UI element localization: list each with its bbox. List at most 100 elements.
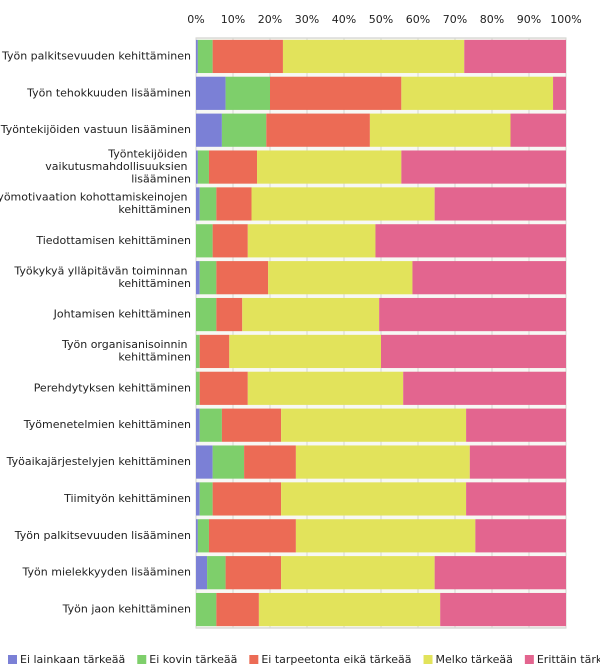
bar-segment [295, 519, 476, 553]
bar-segment [196, 39, 198, 74]
bar-segment [375, 224, 566, 258]
bar-segment [553, 76, 566, 110]
bar-segment [216, 592, 259, 627]
bar-segment [196, 519, 198, 553]
bar-segment [196, 408, 200, 442]
bar-segment [196, 76, 226, 110]
bar-segment [257, 150, 402, 184]
bar-segment [403, 371, 566, 405]
bar-segment [199, 261, 217, 295]
bar-segment [281, 556, 435, 590]
bar-segment [369, 113, 511, 147]
y-tick-label: Työmotivaation kohottamiskeinojen kehitt… [0, 191, 191, 217]
bar-segment [475, 519, 566, 553]
x-tick-label: 60% [406, 13, 430, 26]
bar-segment [196, 556, 208, 590]
y-tick-label: Työn mielekkyyden lisääminen [22, 566, 191, 579]
bar-segment [196, 297, 217, 332]
bar-segment [199, 371, 248, 405]
bar-segment [212, 445, 245, 479]
bar-segment [469, 445, 566, 479]
bar-segment [196, 592, 217, 627]
bar-segment [197, 39, 213, 74]
y-tick-label: Työn palkitsevuuden lisääminen [14, 529, 191, 542]
bar-segment [466, 408, 566, 442]
y-tick-label: Työntekijöiden vaikutusmahdollisuuksien … [45, 148, 191, 186]
bar-segment [196, 261, 200, 295]
x-tick-label: 10% [221, 13, 245, 26]
bar-segment [412, 261, 566, 295]
bar-segment [258, 592, 441, 627]
bar-segment [229, 334, 381, 369]
legend-label: Ei kovin tärkeää [149, 653, 237, 666]
bar-segment [196, 150, 198, 184]
bar-segment [281, 482, 467, 516]
legend-swatch [423, 655, 433, 664]
bar-segment [216, 187, 252, 221]
x-tick-label: 0% [187, 13, 204, 26]
bar-segment [208, 519, 296, 553]
legend-label: Ei lainkaan tärkeää [20, 653, 125, 666]
bar-segment [266, 113, 370, 147]
bar-segment [466, 482, 566, 516]
bar-segment [281, 408, 467, 442]
y-tick-label: Tiimityön kehittäminen [63, 492, 191, 505]
legend-label: Melko tärkeää [436, 653, 513, 666]
y-tick-label: Perehdytyksen kehittäminen [34, 381, 191, 394]
x-tick-label: 100% [550, 13, 581, 26]
bar-segment [225, 556, 282, 590]
bar-segment [207, 556, 226, 590]
bar-segment [196, 113, 222, 147]
bar-segment [199, 482, 213, 516]
legend-label: Erittäin tärkeää [537, 653, 600, 666]
bar-segment [199, 408, 222, 442]
bar-segment [212, 39, 283, 74]
bar-segment [199, 334, 230, 369]
bar-segment [196, 482, 200, 516]
bar-segment [464, 39, 566, 74]
x-tick-label: 90% [517, 13, 541, 26]
bar-segment [434, 556, 566, 590]
bar-segment [401, 150, 566, 184]
y-tick-label: Johtamisen kehittäminen [53, 308, 191, 321]
bar-segment [247, 371, 404, 405]
bar-segment [225, 76, 270, 110]
bar-segment [196, 224, 213, 258]
bar-segment [212, 224, 248, 258]
bar-segment [251, 187, 435, 221]
y-tick-label: Työmenetelmien kehittäminen [23, 418, 191, 431]
legend-label: Ei tarpeetonta eikä tärkeää [261, 653, 411, 666]
bar-segment [196, 334, 200, 369]
legend-swatch [249, 655, 259, 664]
bar-segment [221, 408, 282, 442]
bar-segment [216, 297, 243, 332]
bar-segment [197, 519, 209, 553]
bar-segment [270, 76, 402, 110]
x-tick-label: 20% [258, 13, 282, 26]
bar-segment [510, 113, 566, 147]
bar-segment [199, 187, 217, 221]
bar-segment [401, 76, 554, 110]
bar-segment [208, 150, 258, 184]
bar-segment [197, 150, 209, 184]
bar-segment [282, 39, 465, 74]
bar-segment [247, 224, 376, 258]
y-tick-label: Työn organisanisoinnin kehittäminen [61, 338, 191, 364]
legend-swatch [137, 655, 147, 664]
legend-swatch [524, 655, 534, 664]
bar-segment [216, 261, 269, 295]
x-tick-label: 30% [295, 13, 319, 26]
y-tick-label: Työn palkitsevuuden kehittäminen [1, 49, 191, 62]
bar-segment [268, 261, 413, 295]
bar-segment [196, 371, 200, 405]
bar-segment [379, 297, 566, 332]
bar-segment [212, 482, 282, 516]
bar-segment [196, 187, 200, 221]
bar-segment [295, 445, 470, 479]
x-tick-label: 80% [480, 13, 504, 26]
legend-swatch [8, 655, 17, 664]
x-tick-label: 40% [332, 13, 356, 26]
y-tick-label: Työkykyä ylläpitävän toiminnan kehittämi… [13, 264, 191, 290]
bar-segment [381, 334, 566, 369]
